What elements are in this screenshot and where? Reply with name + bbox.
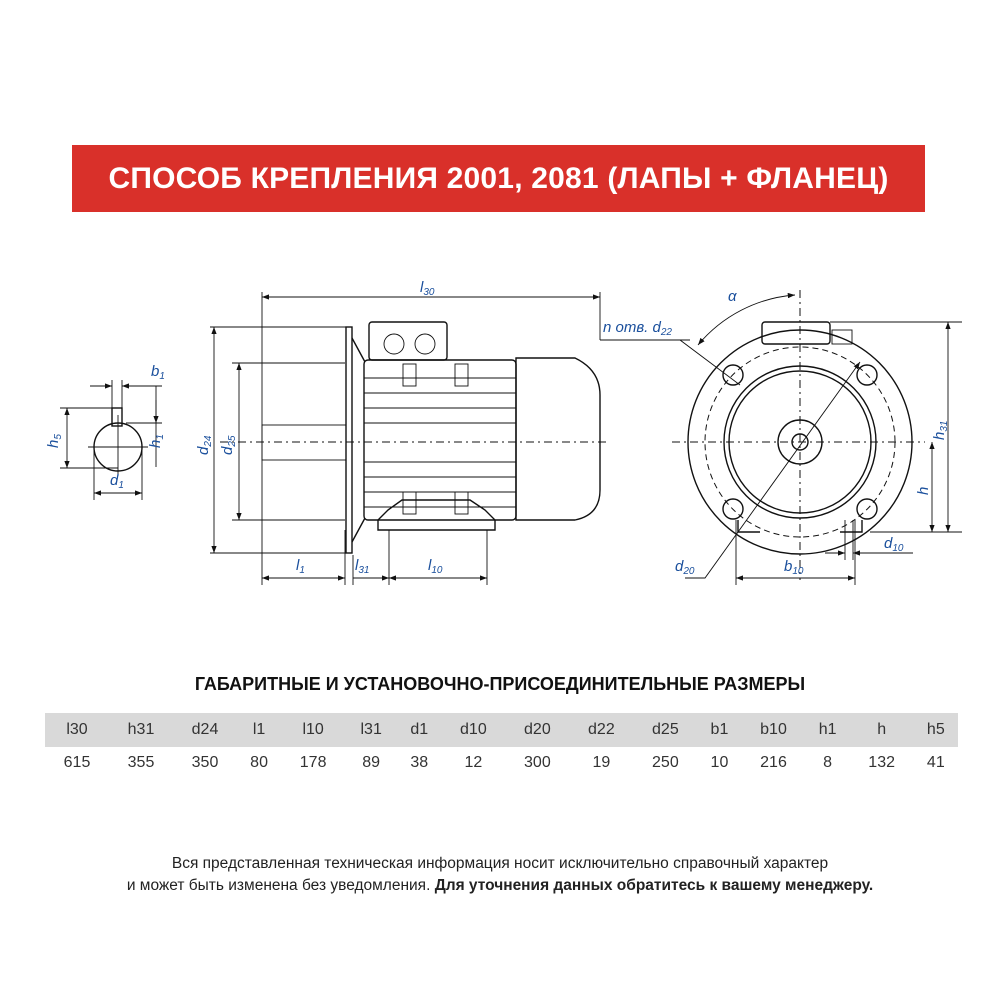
disclaimer-line-1: Вся представленная техническая информаци… bbox=[171, 855, 829, 872]
column-header-d25: d25 bbox=[633, 713, 698, 747]
column-header-l30: l30 bbox=[45, 713, 109, 747]
label-l31: l31 bbox=[355, 557, 369, 576]
column-header-b1: b1 bbox=[697, 713, 742, 747]
cell-d1: 38 bbox=[410, 754, 429, 771]
column-header-l31: l31 bbox=[345, 713, 398, 747]
column-header-d24: d24 bbox=[173, 713, 237, 747]
cell-h31: 355 bbox=[127, 754, 155, 771]
cell-d22: 19 bbox=[592, 754, 611, 771]
label-l10: l10 bbox=[428, 557, 443, 576]
cell-d10: 12 bbox=[464, 754, 483, 771]
label-d1: d1 bbox=[110, 472, 124, 491]
column-header-h: h bbox=[849, 713, 914, 747]
label-b1: b1 bbox=[151, 363, 165, 382]
cell-d24: 350 bbox=[191, 754, 219, 771]
label-n-holes-d22: n отв. d22 bbox=[603, 319, 672, 338]
label-h31: h31 bbox=[931, 421, 950, 440]
label-h: h bbox=[915, 487, 932, 495]
column-header-d22: d22 bbox=[569, 713, 634, 747]
shaft-section-view bbox=[60, 380, 162, 500]
label-l30: l30 bbox=[420, 279, 435, 298]
table-header-row: l30 h31 d24 l1 l10 l31 d1 d10 d20 d22 d25 b1 b10 h1 h h… bbox=[45, 713, 958, 747]
label-h5: h5 bbox=[45, 434, 64, 448]
cell-h5: 41 bbox=[926, 754, 945, 771]
cell-l30: 615 bbox=[63, 754, 91, 771]
disclaimer-bold: Для уточнения данных обратитесь к вашему… bbox=[434, 877, 874, 894]
column-header-d20: d20 bbox=[505, 713, 570, 747]
dimensions-table: l30 h31 d24 l1 l10 l31 d1 d10 d20 d22 d25 b1 b10 h1 h h… bbox=[45, 713, 958, 779]
label-h1: h1 bbox=[147, 434, 166, 448]
dimension-labels: l30 n отв. d22 α b1 h5 h1 d1 d24 d25 l1 … bbox=[45, 279, 950, 577]
motor-front-view bbox=[602, 290, 962, 585]
label-b10: b10 bbox=[784, 558, 804, 577]
column-header-h5: h5 bbox=[913, 713, 958, 747]
column-header-b10: b10 bbox=[741, 713, 806, 747]
label-l1: l1 bbox=[296, 557, 305, 576]
column-header-l10: l10 bbox=[281, 713, 346, 747]
label-d10: d10 bbox=[884, 535, 904, 554]
cell-l1: 80 bbox=[250, 754, 268, 771]
cell-l10: 178 bbox=[299, 754, 327, 771]
cell-b10: 216 bbox=[760, 754, 787, 771]
label-d20: d20 bbox=[675, 558, 695, 577]
cell-b1: 10 bbox=[710, 754, 729, 771]
column-header-l1: l1 bbox=[237, 713, 282, 747]
cell-h1: 8 bbox=[823, 754, 833, 771]
motor-dimension-drawing: l30 n отв. d22 α b1 h5 h1 d1 d24 d25 l1 … bbox=[45, 279, 962, 585]
disclaimer-regular: и может быть изменена без уведомления. bbox=[126, 877, 431, 894]
disclaimer-note: Вся представленная техническая информаци… bbox=[0, 853, 1000, 897]
label-d24: d24 bbox=[195, 435, 214, 455]
title-banner: СПОСОБ КРЕПЛЕНИЯ 2001, 2081 (ЛАПЫ + ФЛАН… bbox=[72, 145, 925, 212]
label-d25: d25 bbox=[219, 435, 238, 455]
column-header-d1: d1 bbox=[397, 713, 442, 747]
table-row: 615 355 350 80 178 89 38 12 300 19 250 10 216 8 132 41 bbox=[45, 747, 958, 779]
cell-d25: 250 bbox=[652, 754, 679, 771]
cell-d20: 300 bbox=[524, 754, 551, 771]
disclaimer-line-2: и может быть изменена без уведомления. Д… bbox=[0, 875, 1000, 897]
column-header-h31: h31 bbox=[109, 713, 173, 747]
column-header-h1: h1 bbox=[805, 713, 850, 747]
cell-h: 132 bbox=[868, 754, 895, 771]
column-header-d10: d10 bbox=[441, 713, 506, 747]
cell-l31: 89 bbox=[362, 754, 381, 771]
dimensions-title: ГАБАРИТНЫЕ И УСТАНОВОЧНО-ПРИСОЕДИНИТЕЛЬН… bbox=[194, 674, 806, 694]
motor-side-view bbox=[210, 292, 690, 585]
label-alpha: α bbox=[728, 288, 737, 305]
page-title: СПОСОБ КРЕПЛЕНИЯ 2001, 2081 (ЛАПЫ + ФЛАН… bbox=[108, 161, 889, 195]
